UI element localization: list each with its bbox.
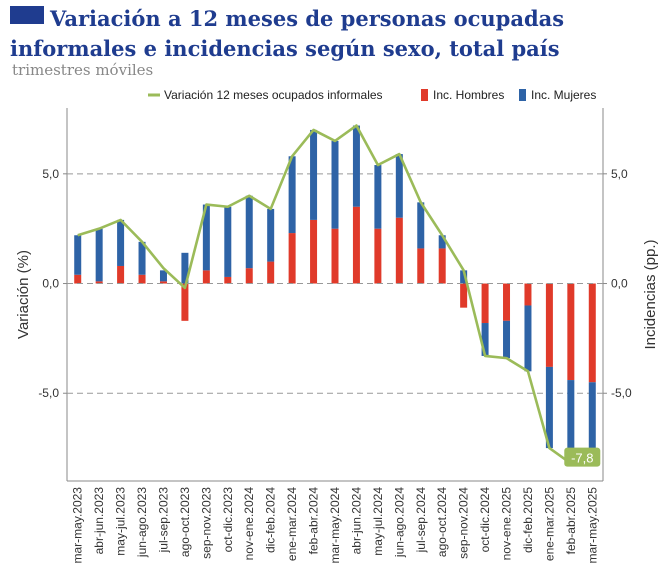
x-tick-label: jun-ago.2024 [392, 487, 406, 558]
line-variacion-informales [77, 124, 593, 465]
bar-hombres [588, 283, 596, 383]
x-tick-label: dic-feb.2025 [521, 487, 535, 553]
bar-mujeres [545, 366, 553, 449]
x-tick-label: mar-may.2025 [585, 487, 599, 564]
legend-swatch-mujeres [519, 89, 526, 101]
bar-mujeres [245, 195, 253, 269]
x-tick-label: oct-dic.2024 [478, 487, 492, 553]
bar-mujeres [352, 125, 360, 207]
bar-mujeres [224, 206, 232, 277]
title-marker [10, 6, 44, 24]
x-tick-label: ene-mar.2024 [285, 487, 299, 561]
x-tick-label: ago-oct.2024 [435, 487, 449, 557]
x-tick-label: may-jul.2024 [371, 487, 385, 556]
bar-mujeres [417, 202, 425, 249]
bar-mujeres [481, 323, 489, 356]
y-tick-label-right: 0,0 [611, 277, 628, 291]
bar-mujeres [117, 219, 125, 266]
x-tick-label: nov-ene.2025 [500, 487, 514, 561]
x-tick-label: jul-sep.2024 [414, 487, 428, 554]
bar-hombres [438, 248, 446, 284]
bar-hombres [524, 283, 532, 306]
bar-hombres [117, 265, 125, 284]
bar-hombres [331, 228, 339, 284]
bar-mujeres [138, 241, 146, 275]
bar-hombres [202, 270, 210, 284]
bar-hombres [352, 206, 360, 284]
bar-hombres [288, 233, 296, 284]
bar-mujeres [288, 156, 296, 234]
bar-hombres [224, 276, 232, 284]
x-tick-label: abr-jun.2024 [349, 487, 363, 555]
x-tick-label: jun-ago.2023 [135, 487, 149, 558]
bar-hombres [567, 283, 575, 381]
bar-hombres [95, 281, 103, 284]
y-tick-label-right: -5,0 [611, 386, 632, 400]
bar-mujeres [181, 252, 189, 284]
legend-swatch-hombres [421, 89, 428, 101]
x-tick-label: ago-oct.2023 [178, 487, 192, 557]
bar-mujeres [159, 270, 167, 282]
chart-title-text: Variación a 12 meses de personas ocupada… [10, 6, 565, 61]
bar-mujeres [202, 204, 210, 271]
bar-mujeres [74, 235, 82, 275]
bar-hombres [503, 283, 511, 321]
y-tick-label-left: 5,0 [42, 167, 59, 181]
bar-hombres [310, 219, 318, 284]
bar-hombres [267, 261, 275, 284]
bar-mujeres [331, 140, 339, 229]
bar-mujeres [503, 320, 511, 359]
x-tick-label: oct-dic.2023 [221, 487, 235, 553]
bar-mujeres [395, 154, 403, 218]
bar-hombres [374, 228, 382, 284]
y-tick-label-right: 5,0 [611, 167, 628, 181]
x-tick-label: feb-abr.2025 [564, 487, 578, 555]
legend-label-mujeres: Inc. Mujeres [531, 88, 596, 102]
x-tick-label: nov-ene.2024 [242, 487, 256, 561]
bar-mujeres [374, 165, 382, 229]
x-tick-label: sep-nov.2024 [457, 487, 471, 559]
x-tick-label: mar-may.2024 [328, 487, 342, 564]
bar-hombres [395, 217, 403, 284]
bar-hombres [460, 283, 468, 308]
bar-hombres [159, 281, 167, 284]
chart-subtitle: trimestres móviles [12, 61, 154, 79]
chart-title: Variación a 12 meses de personas ocupada… [10, 4, 665, 64]
annotation-box [564, 447, 601, 467]
bar-mujeres [438, 235, 446, 249]
bar-mujeres [460, 270, 468, 284]
bar-hombres [245, 268, 253, 284]
bar-mujeres [267, 208, 275, 262]
bar-hombres [417, 248, 425, 284]
bar-mujeres [95, 228, 103, 282]
bar-hombres [181, 283, 189, 321]
y-axis-title-left: Variación (%) [15, 250, 32, 339]
bar-mujeres [310, 129, 318, 220]
legend-label-hombres: Inc. Hombres [433, 88, 504, 102]
bar-hombres [481, 283, 489, 324]
x-tick-label: feb-abr.2024 [307, 487, 321, 555]
bar-hombres [545, 283, 553, 367]
y-tick-label-left: 0,0 [42, 277, 59, 291]
bar-hombres [74, 274, 82, 284]
bar-hombres [138, 274, 146, 284]
x-tick-label: sep-nov.2023 [199, 487, 213, 559]
annotation-label: -7,8 [571, 451, 593, 466]
bar-mujeres [588, 382, 596, 455]
x-tick-label: jul-sep.2023 [156, 487, 170, 554]
x-tick-label: mar-may.2023 [71, 487, 85, 564]
y-tick-label-left: -5,0 [38, 386, 59, 400]
x-tick-label: ene-mar.2025 [542, 487, 556, 561]
x-tick-label: abr-jun.2023 [92, 487, 106, 555]
bar-mujeres [524, 305, 532, 372]
bar-mujeres [567, 380, 575, 464]
x-tick-label: may-jul.2023 [114, 487, 128, 556]
x-tick-label: dic-feb.2024 [264, 487, 278, 553]
legend-label-line: Variación 12 meses ocupados informales [164, 88, 383, 102]
y-axis-title-right: Incidencias (pp.) [642, 239, 659, 349]
